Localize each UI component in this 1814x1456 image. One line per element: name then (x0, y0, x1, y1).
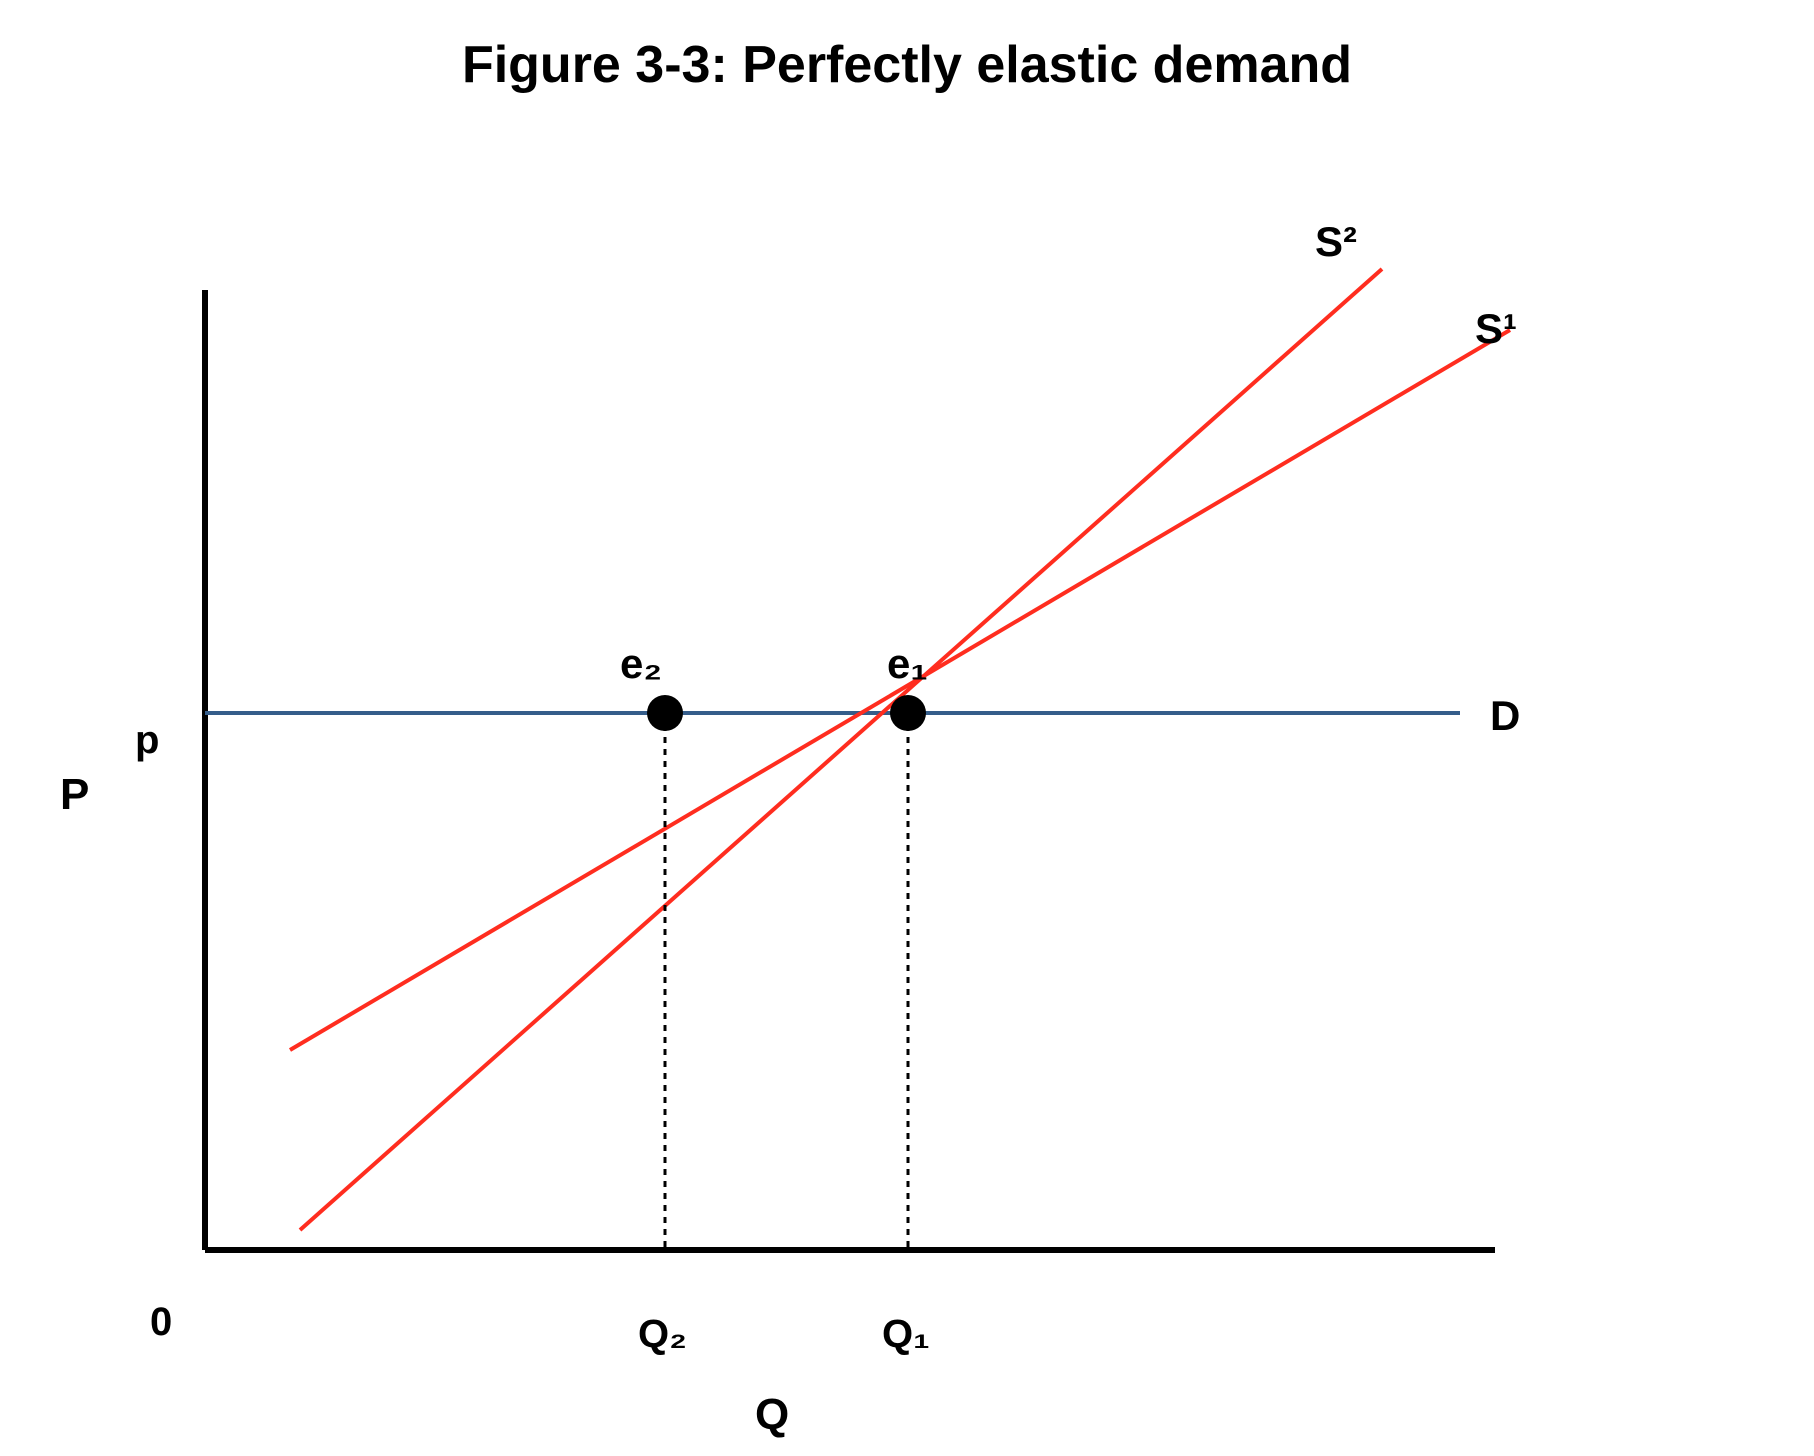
demand-label: D (1490, 692, 1520, 740)
x-axis-label: Q (755, 1390, 789, 1440)
figure-container: Figure 3-3: Perfectly elastic demand P Q… (0, 0, 1814, 1456)
origin-label: 0 (150, 1300, 172, 1345)
q1-label: Q₁ (882, 1312, 930, 1357)
q2-label: Q₂ (638, 1312, 687, 1357)
y-axis-label: P (60, 770, 89, 820)
e2-label: e₂ (620, 640, 662, 688)
e1-label: e₁ (887, 640, 928, 688)
chart-svg (0, 0, 1814, 1456)
price-tick-label: p (135, 718, 159, 763)
s2-label: S² (1315, 218, 1357, 266)
s1-label: S¹ (1475, 305, 1517, 353)
